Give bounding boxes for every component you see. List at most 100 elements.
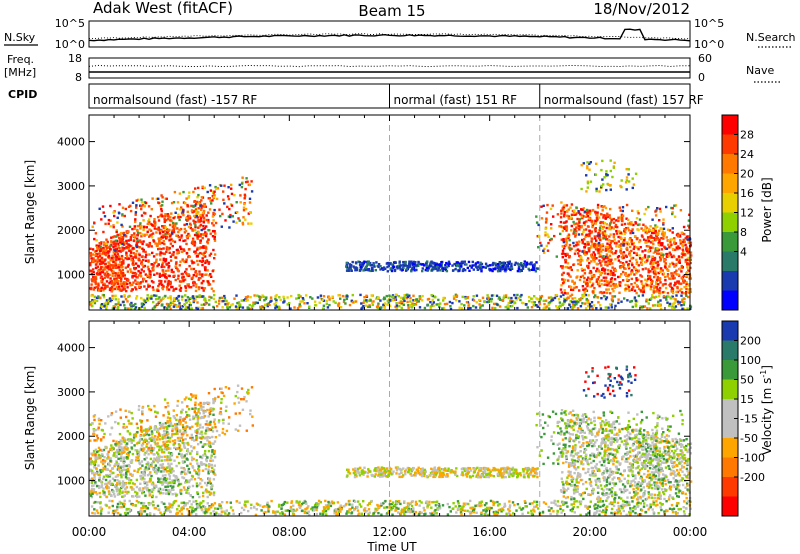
- echo-cell: [255, 508, 258, 511]
- echo-cell: [635, 271, 638, 275]
- echo-cell: [686, 258, 689, 262]
- echo-cell: [166, 284, 170, 287]
- echo-cell: [589, 161, 592, 164]
- echo-cell: [535, 215, 538, 218]
- echo-cell: [586, 299, 590, 302]
- echo-cell: [594, 222, 597, 225]
- echo-cell: [593, 243, 596, 246]
- echo-cell: [502, 296, 505, 299]
- echo-cell: [542, 299, 545, 302]
- echo-cell: [362, 304, 365, 308]
- echo-cell: [116, 239, 119, 243]
- echo-cell: [208, 208, 212, 211]
- echo-cell: [645, 300, 648, 303]
- echo-cell: [290, 294, 293, 298]
- echo-cell: [160, 194, 163, 197]
- echo-cell: [368, 304, 371, 307]
- echo-cell: [104, 265, 107, 269]
- echo-cell: [492, 294, 495, 297]
- echo-cell: [91, 300, 95, 303]
- echo-cell: [467, 260, 471, 264]
- echo-cell: [182, 248, 185, 251]
- echo-cell: [349, 266, 352, 269]
- echo-cell: [181, 278, 184, 281]
- echo-cell: [165, 248, 169, 251]
- echo-cell: [195, 513, 198, 516]
- echo-cell: [365, 294, 368, 297]
- echo-cell: [533, 263, 536, 266]
- echo-cell: [319, 296, 322, 299]
- echo-cell: [569, 206, 572, 209]
- echo-cell: [199, 233, 202, 236]
- echo-cell: [587, 211, 590, 214]
- echo-cell: [250, 190, 254, 193]
- echo-cell: [655, 282, 658, 286]
- echo-cell: [585, 208, 589, 212]
- echo-cell: [634, 299, 638, 302]
- echo-cell: [193, 244, 196, 247]
- echo-cell: [637, 504, 640, 508]
- echo-cell: [564, 265, 567, 269]
- echo-cell: [108, 268, 111, 271]
- echo-cell: [173, 240, 177, 243]
- echo-cell: [655, 261, 658, 265]
- echo-cell: [446, 513, 450, 516]
- echo-cell: [575, 241, 578, 244]
- echo-cell: [654, 231, 658, 234]
- echo-cell: [432, 266, 435, 269]
- echo-cell: [210, 296, 213, 299]
- echo-cell: [559, 295, 563, 298]
- echo-cell: [108, 282, 111, 285]
- echo-cell: [652, 228, 655, 232]
- echo-cell: [647, 230, 650, 233]
- echo-cell: [410, 508, 414, 511]
- echo-cell: [656, 247, 659, 250]
- echo-cell: [659, 267, 663, 270]
- echo-cell: [159, 511, 162, 514]
- echo-cell: [155, 231, 158, 234]
- echo-cell: [562, 205, 565, 209]
- echo-cell: [478, 504, 482, 508]
- echo-cell: [567, 266, 570, 269]
- echo-cell: [107, 254, 111, 258]
- echo-cell: [543, 247, 546, 251]
- echo-cell: [127, 263, 130, 267]
- echo-cell: [95, 239, 98, 242]
- echo-cell: [687, 224, 690, 227]
- echo-cell: [196, 248, 199, 251]
- echo-cell: [121, 206, 125, 209]
- echo-cell: [439, 302, 442, 305]
- echo-cell: [570, 268, 573, 272]
- echo-cell: [662, 223, 665, 226]
- echo-cell: [201, 213, 204, 217]
- echo-cell: [188, 191, 191, 194]
- echo-cell: [201, 257, 204, 260]
- echo-cell: [547, 505, 550, 509]
- echo-cell: [617, 216, 620, 219]
- echo-cell: [149, 222, 152, 226]
- echo-cell: [557, 306, 561, 310]
- echo-cell: [586, 282, 589, 286]
- echo-cell: [628, 245, 632, 249]
- echo-cell: [518, 270, 522, 273]
- echo-cell: [561, 500, 564, 503]
- echo-cell: [159, 282, 163, 285]
- echo-cell: [111, 235, 115, 239]
- echo-cell: [353, 266, 356, 269]
- echo-cell: [220, 225, 223, 228]
- echo-cell: [190, 307, 193, 310]
- echo-cell: [157, 284, 160, 288]
- echo-cell: [140, 260, 143, 263]
- echo-cell: [533, 301, 536, 304]
- echo-cell: [117, 258, 121, 261]
- echo-cell: [388, 294, 391, 297]
- echo-cell: [114, 239, 118, 242]
- echo-cell: [625, 179, 629, 182]
- echo-cell: [101, 271, 104, 274]
- echo-cell: [600, 250, 603, 253]
- echo-cell: [319, 294, 323, 297]
- echo-cell: [631, 510, 635, 513]
- echo-cell: [131, 247, 135, 250]
- echo-cell: [637, 248, 640, 251]
- echo-cell: [621, 206, 625, 209]
